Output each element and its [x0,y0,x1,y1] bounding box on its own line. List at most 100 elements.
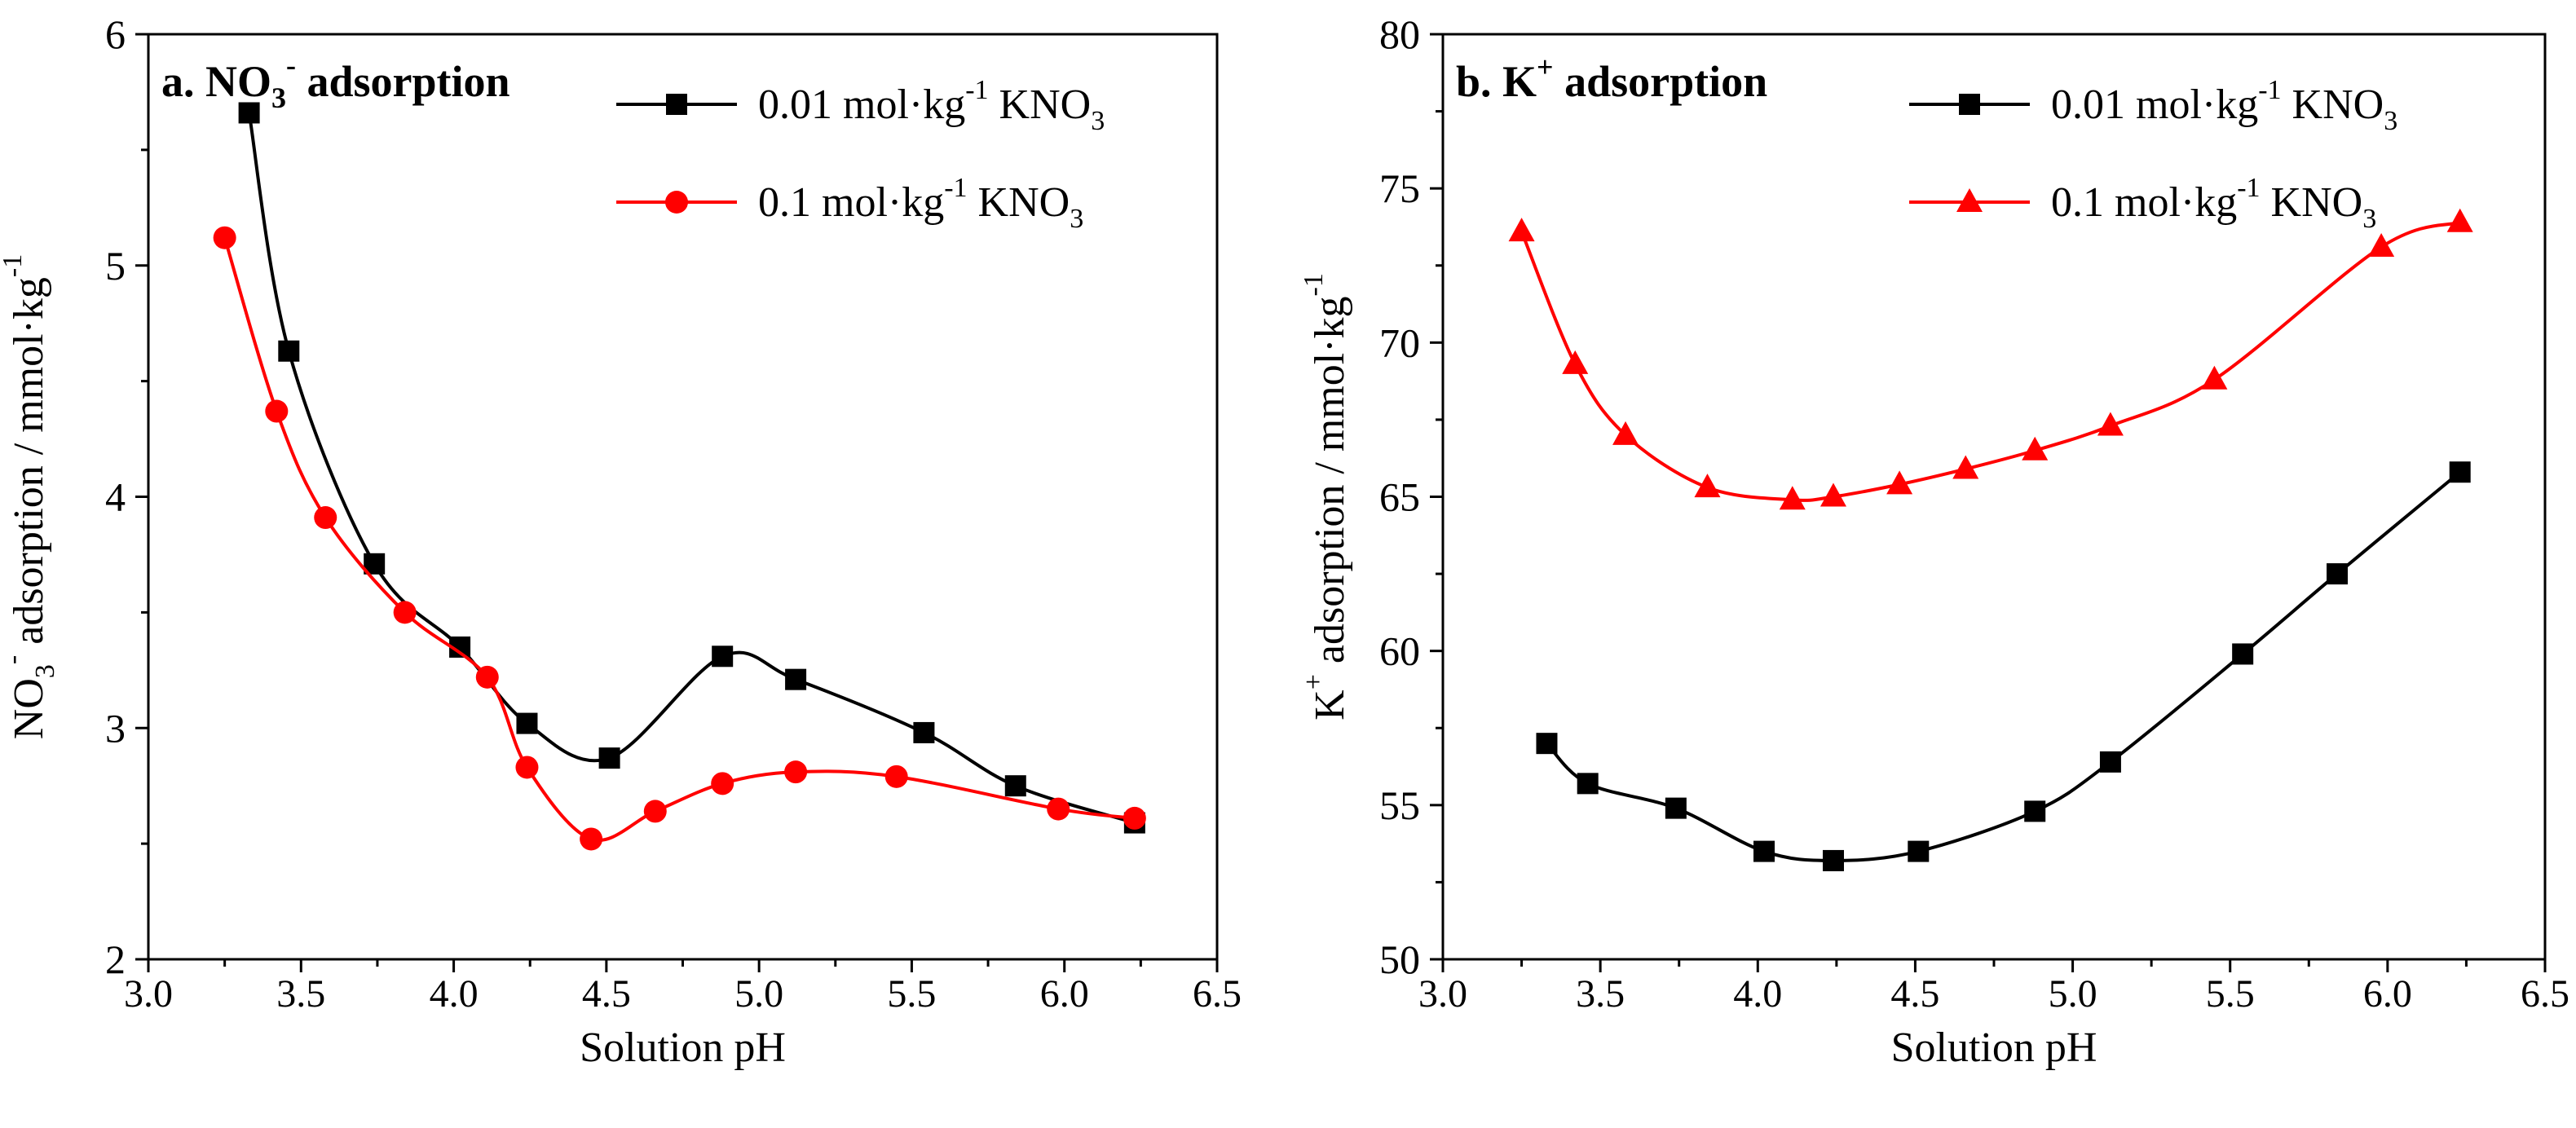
x-tick-label: 5.0 [734,972,783,1016]
legend-label-superscript: -1 [944,173,967,203]
x-tick-label: 6.0 [2363,972,2412,1016]
legend-marker [1956,188,1983,212]
data-point [2232,643,2254,665]
data-point [2449,461,2471,483]
legend-marker [1959,94,1980,115]
panel-title: b. K+ adsorption [1456,51,1767,106]
series-low-concentration [1536,461,2471,871]
panel-title-text: adsorption [1554,57,1768,106]
data-point [2024,800,2046,822]
legend-label-text: 0.01 mol·kg [758,82,965,128]
y-axis-label-text: adsorption / mmol·kg [1307,296,1353,674]
data-point [1665,797,1687,819]
data-point [1612,421,1639,445]
data-point [1536,733,1558,755]
y-axis-label-text: adsorption / mmol·kg [6,277,52,655]
data-point [314,506,337,530]
legend-label: 0.1 mol·kg-1 KNO3 [758,173,1083,234]
data-point [213,226,236,249]
x-tick-label: 4.5 [582,972,631,1016]
panel-title: a. NO3- adsorption [161,49,510,114]
data-point [785,668,807,690]
series-high-concentration [213,226,1146,851]
series-low-concentration [238,102,1145,834]
data-point [1577,773,1599,795]
y-axis-label-superscript: -1 [0,254,28,277]
legend-label-superscript: -1 [965,75,988,105]
data-point [1886,470,1913,495]
data-point [913,721,935,743]
y-tick-label: 80 [1379,11,1420,57]
data-point [1047,797,1070,821]
plot-frame [147,33,1219,961]
data-point [1779,486,1806,510]
legend-label-text: 0.1 mol·kg [2051,179,2237,226]
x-axis-label: Solution pH [1891,1024,2097,1071]
legend-marker [665,191,688,214]
plot-frame [1441,33,2547,961]
data-point [278,340,300,362]
x-tick-label: 6.5 [1193,972,1242,1016]
data-point [516,712,538,734]
data-point [2022,436,2049,460]
data-point [238,102,260,124]
data-point [1908,840,1930,862]
legend-label-subscript: 3 [2362,204,2376,234]
data-point [475,665,499,689]
x-tick-label: 3.0 [1418,972,1467,1016]
x-tick-label: 3.0 [124,972,173,1016]
legend-label-text: KNO [989,82,1092,128]
legend-item: 0.01 mol·kg-1 KNO3 [1909,75,2397,136]
y-axis-label: NO3- adsorption / mmol·kg-1 [0,254,60,739]
y-axis-label: K+ adsorption / mmol·kg-1 [1299,273,1353,720]
data-point [1694,474,1721,498]
panel-title-superscript: - [286,49,296,82]
data-point [1820,482,1846,507]
y-tick-label: 4 [105,474,126,520]
x-tick-label: 5.5 [887,972,936,1016]
legend-item: 0.1 mol·kg-1 KNO3 [1909,173,2376,234]
series-high-concentration [1508,208,2473,510]
data-point [643,800,667,823]
legend-label-subscript: 3 [1091,106,1105,136]
legend-label-text: 0.1 mol·kg [758,179,944,226]
data-point [515,756,539,779]
legend-label: 0.1 mol·kg-1 KNO3 [2051,173,2376,234]
y-axis-label-text: NO [6,678,52,739]
legend-label: 0.01 mol·kg-1 KNO3 [2051,75,2397,136]
x-axis-label: Solution pH [580,1024,786,1071]
legend-label-text: KNO [968,179,1070,226]
y-axis-label-subscript: 3 [30,664,60,678]
data-point [2201,365,2228,390]
x-tick-label: 4.5 [1890,972,1939,1016]
data-point [1753,840,1775,862]
panel-title-text: a. NO [161,57,271,106]
legend-label-text: KNO [2261,179,2363,226]
series-line [1520,220,2461,502]
y-tick-label: 50 [1379,936,1420,982]
data-point [784,760,808,784]
legend-label-text: 0.01 mol·kg [2051,82,2258,128]
data-point [712,646,734,668]
x-tick-label: 3.5 [1576,972,1625,1016]
y-tick-label: 75 [1379,165,1420,211]
chart-panel-b: 3.0 3.5 4.0 4.5 5.0 5.5 6.0 6.5 50 55 60 65 70 75 80 So… [1299,11,2569,1071]
x-tick-label: 3.5 [276,972,325,1016]
y-axis-label-text: K [1307,690,1353,720]
panel-title-text: b. K [1456,57,1537,106]
x-tick-label: 5.5 [2206,972,2255,1016]
data-point [2099,751,2121,773]
data-point [884,764,908,788]
x-tick-label: 5.0 [2049,972,2097,1016]
x-tick-label: 4.0 [1733,972,1782,1016]
legend-label-superscript: -1 [2237,173,2260,203]
panel-title-text: adsorption [296,57,510,106]
y-axis-label-superscript: -1 [1299,273,1329,296]
y-tick-label: 2 [105,936,126,982]
data-point [711,772,734,795]
legend-marker [666,94,687,115]
data-point [1123,806,1146,830]
data-point [2368,233,2395,258]
panel-title-subscript: 3 [271,82,286,114]
